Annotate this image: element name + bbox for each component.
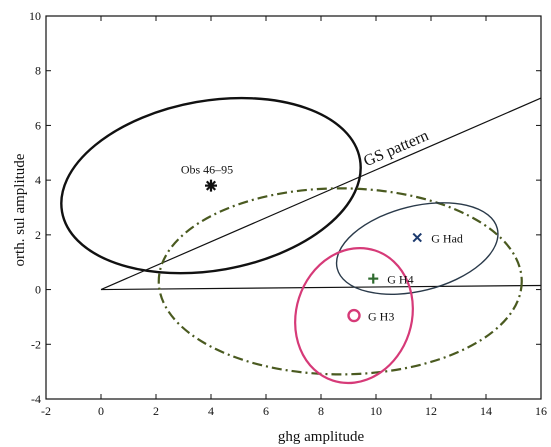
- plot-frame: [45, 15, 542, 400]
- ghad-label: G Had: [431, 232, 463, 246]
- plot-area: Obs 46–95 G Had G H4 G H3 GS pattern: [45, 15, 542, 400]
- x-axis-label: ghg amplitude: [278, 429, 365, 445]
- y-tick-label: 2: [35, 228, 41, 242]
- gh3-large-ellipse: [157, 187, 523, 376]
- gh3-ellipse: [294, 247, 414, 385]
- obs-label: Obs 46–95: [181, 163, 233, 177]
- y-tick-label: 4: [35, 173, 41, 187]
- x-tick-label: 0: [98, 404, 104, 418]
- y-tick-label: 0: [35, 283, 41, 297]
- y-tick-label: -2: [31, 337, 41, 351]
- x-tick-label: 16: [535, 404, 547, 418]
- x-tick-label: 10: [370, 404, 382, 418]
- y-tick-label: -4: [31, 392, 41, 406]
- x-tick-label: 12: [425, 404, 437, 418]
- y-tick-label: 10: [29, 9, 41, 23]
- obs-ellipse: [60, 96, 362, 275]
- gs-pattern-line: [100, 97, 542, 291]
- x-tick-label: 4: [208, 404, 214, 418]
- gh4-label: G H4: [387, 273, 413, 287]
- gh3-label: G H3: [368, 310, 394, 324]
- x-tick-label: 14: [480, 404, 492, 418]
- x-tick-label: 8: [318, 404, 324, 418]
- baseline-line: [100, 284, 542, 291]
- obs-marker-stroke: [205, 180, 217, 191]
- gh3-marker: [347, 308, 361, 323]
- x-tick-label: 2: [153, 404, 159, 418]
- ghad-ellipse: [335, 202, 499, 295]
- y-axis-label: orth. sul amplitude: [12, 153, 28, 266]
- y-tick-label: 6: [35, 118, 41, 132]
- ghad-marker-stroke: [412, 232, 422, 243]
- gs-pattern-label: GS pattern: [361, 127, 431, 170]
- ghad-marker: [412, 232, 422, 243]
- y-tick-label: 8: [35, 64, 41, 78]
- obs-marker: [205, 179, 217, 192]
- x-tick-label: -2: [41, 404, 51, 418]
- gh4-marker: [368, 273, 379, 284]
- x-tick-label: 6: [263, 404, 269, 418]
